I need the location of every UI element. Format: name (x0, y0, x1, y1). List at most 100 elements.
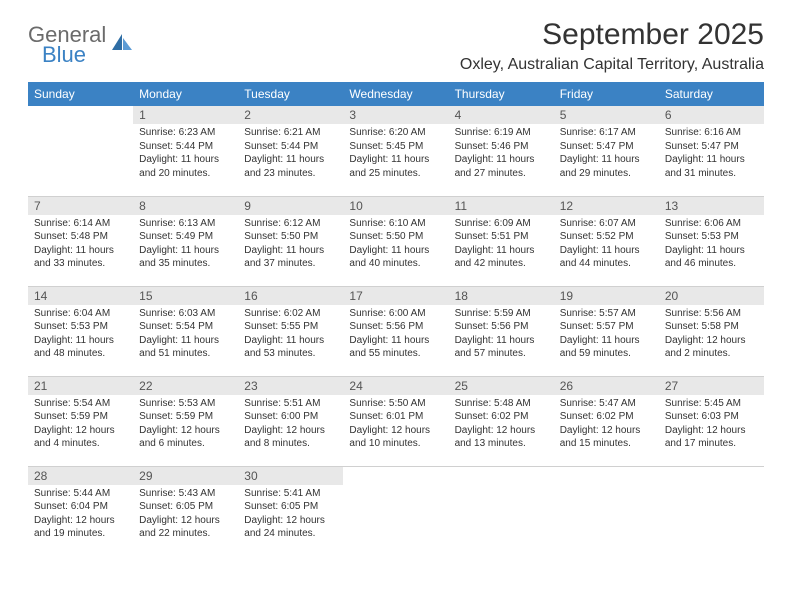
day-body: Sunrise: 5:43 AMSunset: 6:05 PMDaylight:… (133, 485, 238, 545)
day-body: Sunrise: 5:54 AMSunset: 5:59 PMDaylight:… (28, 395, 133, 455)
day-body: Sunrise: 6:17 AMSunset: 5:47 PMDaylight:… (554, 124, 659, 184)
calendar-cell: 1Sunrise: 6:23 AMSunset: 5:44 PMDaylight… (133, 106, 238, 196)
day-number: 13 (659, 197, 764, 215)
calendar-cell (449, 466, 554, 556)
day-number: 24 (343, 377, 448, 395)
day-number: 11 (449, 197, 554, 215)
calendar-cell: 22Sunrise: 5:53 AMSunset: 5:59 PMDayligh… (133, 376, 238, 466)
day-body: Sunrise: 5:44 AMSunset: 6:04 PMDaylight:… (28, 485, 133, 545)
day-body: Sunrise: 5:57 AMSunset: 5:57 PMDaylight:… (554, 305, 659, 365)
day-number: 6 (659, 106, 764, 124)
calendar-cell: 25Sunrise: 5:48 AMSunset: 6:02 PMDayligh… (449, 376, 554, 466)
calendar-cell: 10Sunrise: 6:10 AMSunset: 5:50 PMDayligh… (343, 196, 448, 286)
calendar-cell: 13Sunrise: 6:06 AMSunset: 5:53 PMDayligh… (659, 196, 764, 286)
day-body: Sunrise: 6:02 AMSunset: 5:55 PMDaylight:… (238, 305, 343, 365)
calendar-cell: 23Sunrise: 5:51 AMSunset: 6:00 PMDayligh… (238, 376, 343, 466)
day-body: Sunrise: 6:03 AMSunset: 5:54 PMDaylight:… (133, 305, 238, 365)
calendar-cell: 9Sunrise: 6:12 AMSunset: 5:50 PMDaylight… (238, 196, 343, 286)
calendar-cell: 27Sunrise: 5:45 AMSunset: 6:03 PMDayligh… (659, 376, 764, 466)
day-number: 1 (133, 106, 238, 124)
day-number: 7 (28, 197, 133, 215)
calendar-cell: 8Sunrise: 6:13 AMSunset: 5:49 PMDaylight… (133, 196, 238, 286)
weekday-header: Sunday (28, 82, 133, 106)
calendar-body: 1Sunrise: 6:23 AMSunset: 5:44 PMDaylight… (28, 106, 764, 556)
day-body: Sunrise: 6:12 AMSunset: 5:50 PMDaylight:… (238, 215, 343, 275)
logo-bottom: Blue (28, 44, 106, 66)
location: Oxley, Australian Capital Territory, Aus… (460, 56, 764, 74)
day-number: 23 (238, 377, 343, 395)
day-body: Sunrise: 5:56 AMSunset: 5:58 PMDaylight:… (659, 305, 764, 365)
calendar-cell: 15Sunrise: 6:03 AMSunset: 5:54 PMDayligh… (133, 286, 238, 376)
calendar-cell: 17Sunrise: 6:00 AMSunset: 5:56 PMDayligh… (343, 286, 448, 376)
calendar-cell (343, 466, 448, 556)
calendar-cell: 20Sunrise: 5:56 AMSunset: 5:58 PMDayligh… (659, 286, 764, 376)
day-number: 16 (238, 287, 343, 305)
day-body: Sunrise: 5:51 AMSunset: 6:00 PMDaylight:… (238, 395, 343, 455)
calendar-row: 7Sunrise: 6:14 AMSunset: 5:48 PMDaylight… (28, 196, 764, 286)
calendar-cell: 3Sunrise: 6:20 AMSunset: 5:45 PMDaylight… (343, 106, 448, 196)
calendar-cell: 24Sunrise: 5:50 AMSunset: 6:01 PMDayligh… (343, 376, 448, 466)
day-body: Sunrise: 6:00 AMSunset: 5:56 PMDaylight:… (343, 305, 448, 365)
day-number: 20 (659, 287, 764, 305)
day-number: 29 (133, 467, 238, 485)
day-number: 15 (133, 287, 238, 305)
calendar-cell: 12Sunrise: 6:07 AMSunset: 5:52 PMDayligh… (554, 196, 659, 286)
calendar-cell: 14Sunrise: 6:04 AMSunset: 5:53 PMDayligh… (28, 286, 133, 376)
weekday-header: Monday (133, 82, 238, 106)
calendar-cell (28, 106, 133, 196)
day-body: Sunrise: 5:41 AMSunset: 6:05 PMDaylight:… (238, 485, 343, 545)
day-number: 30 (238, 467, 343, 485)
calendar-cell: 7Sunrise: 6:14 AMSunset: 5:48 PMDaylight… (28, 196, 133, 286)
day-body: Sunrise: 5:50 AMSunset: 6:01 PMDaylight:… (343, 395, 448, 455)
day-number: 27 (659, 377, 764, 395)
calendar-cell: 18Sunrise: 5:59 AMSunset: 5:56 PMDayligh… (449, 286, 554, 376)
day-number: 28 (28, 467, 133, 485)
day-number: 22 (133, 377, 238, 395)
day-number: 21 (28, 377, 133, 395)
weekday-header: Wednesday (343, 82, 448, 106)
day-body: Sunrise: 5:48 AMSunset: 6:02 PMDaylight:… (449, 395, 554, 455)
weekday-header-row: SundayMondayTuesdayWednesdayThursdayFrid… (28, 82, 764, 106)
calendar-cell: 4Sunrise: 6:19 AMSunset: 5:46 PMDaylight… (449, 106, 554, 196)
day-body: Sunrise: 6:14 AMSunset: 5:48 PMDaylight:… (28, 215, 133, 275)
day-number: 8 (133, 197, 238, 215)
month-title: September 2025 (460, 18, 764, 52)
day-body: Sunrise: 6:21 AMSunset: 5:44 PMDaylight:… (238, 124, 343, 184)
day-body: Sunrise: 5:47 AMSunset: 6:02 PMDaylight:… (554, 395, 659, 455)
day-body: Sunrise: 6:07 AMSunset: 5:52 PMDaylight:… (554, 215, 659, 275)
day-number: 9 (238, 197, 343, 215)
day-body: Sunrise: 6:20 AMSunset: 5:45 PMDaylight:… (343, 124, 448, 184)
title-block: September 2025 Oxley, Australian Capital… (460, 18, 764, 74)
calendar-row: 14Sunrise: 6:04 AMSunset: 5:53 PMDayligh… (28, 286, 764, 376)
day-number: 5 (554, 106, 659, 124)
day-body: Sunrise: 5:53 AMSunset: 5:59 PMDaylight:… (133, 395, 238, 455)
calendar-cell (554, 466, 659, 556)
calendar-cell (659, 466, 764, 556)
weekday-header: Friday (554, 82, 659, 106)
day-number: 14 (28, 287, 133, 305)
calendar-row: 1Sunrise: 6:23 AMSunset: 5:44 PMDaylight… (28, 106, 764, 196)
day-body: Sunrise: 6:04 AMSunset: 5:53 PMDaylight:… (28, 305, 133, 365)
calendar-table: SundayMondayTuesdayWednesdayThursdayFrid… (28, 82, 764, 556)
calendar-cell: 6Sunrise: 6:16 AMSunset: 5:47 PMDaylight… (659, 106, 764, 196)
day-body: Sunrise: 6:19 AMSunset: 5:46 PMDaylight:… (449, 124, 554, 184)
day-number: 3 (343, 106, 448, 124)
calendar-cell: 21Sunrise: 5:54 AMSunset: 5:59 PMDayligh… (28, 376, 133, 466)
day-number: 10 (343, 197, 448, 215)
calendar-row: 28Sunrise: 5:44 AMSunset: 6:04 PMDayligh… (28, 466, 764, 556)
day-number: 25 (449, 377, 554, 395)
weekday-header: Thursday (449, 82, 554, 106)
calendar-row: 21Sunrise: 5:54 AMSunset: 5:59 PMDayligh… (28, 376, 764, 466)
calendar-cell: 16Sunrise: 6:02 AMSunset: 5:55 PMDayligh… (238, 286, 343, 376)
logo-text: General Blue (28, 24, 106, 66)
calendar-cell: 26Sunrise: 5:47 AMSunset: 6:02 PMDayligh… (554, 376, 659, 466)
day-body: Sunrise: 5:45 AMSunset: 6:03 PMDaylight:… (659, 395, 764, 455)
calendar-cell: 19Sunrise: 5:57 AMSunset: 5:57 PMDayligh… (554, 286, 659, 376)
calendar-cell: 2Sunrise: 6:21 AMSunset: 5:44 PMDaylight… (238, 106, 343, 196)
calendar-cell: 11Sunrise: 6:09 AMSunset: 5:51 PMDayligh… (449, 196, 554, 286)
calendar-cell: 29Sunrise: 5:43 AMSunset: 6:05 PMDayligh… (133, 466, 238, 556)
calendar-cell: 5Sunrise: 6:17 AMSunset: 5:47 PMDaylight… (554, 106, 659, 196)
day-number: 2 (238, 106, 343, 124)
day-body: Sunrise: 6:16 AMSunset: 5:47 PMDaylight:… (659, 124, 764, 184)
logo: General Blue (28, 24, 134, 66)
